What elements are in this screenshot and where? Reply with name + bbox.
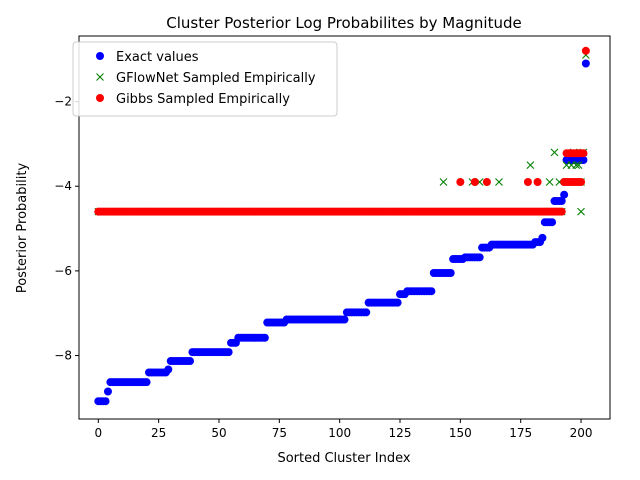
data-point (538, 233, 547, 242)
y-tick-label: −6 (54, 264, 72, 278)
legend-box (72, 41, 338, 117)
data-point (186, 357, 195, 366)
data-point (103, 387, 112, 396)
data-point (439, 178, 448, 186)
data-point (456, 178, 465, 187)
x-axis-label: Sorted Cluster Index (277, 451, 410, 466)
legend-marker (96, 94, 104, 102)
y-axis-label: Posterior Probability (15, 163, 30, 294)
data-point (495, 178, 503, 186)
data-point (362, 308, 371, 317)
legend-label: GFlowNet Sampled Empirically (116, 71, 316, 86)
data-point (224, 348, 233, 357)
data-point (533, 178, 542, 187)
legend-item: GFlowNet Sampled Empirically (96, 71, 316, 86)
data-point (581, 46, 590, 55)
y-tick-label: −8 (54, 349, 72, 363)
data-point (577, 207, 585, 216)
data-point (581, 59, 590, 68)
data-point (579, 149, 588, 158)
legend: Exact values GFlowNet Sampled Empirically… (72, 41, 338, 117)
x-tick-label: 25 (151, 426, 166, 440)
data-point (393, 298, 402, 307)
series-1 (94, 59, 590, 406)
x-tick-label: 50 (211, 426, 226, 440)
axes-frame (78, 35, 611, 420)
data-point (557, 207, 566, 216)
data-point (574, 161, 583, 169)
data-point (101, 397, 110, 406)
data-point (572, 161, 581, 169)
data-point (260, 333, 269, 342)
data-point (470, 178, 479, 187)
x-tick-label: 175 (509, 426, 532, 440)
data-point (577, 178, 586, 187)
data-point (475, 253, 484, 262)
x-tick-label: 100 (328, 426, 351, 440)
axis-ticks: 0 25 50 75 100 125 150 175 200 −8 −6 −4 −2 (54, 95, 592, 440)
data-point (427, 287, 436, 296)
x-tick-label: 200 (570, 426, 593, 440)
data-point (523, 178, 532, 187)
data-point (526, 161, 535, 169)
plot-area (94, 46, 590, 406)
chart-title: Cluster Posterior Log Probabilites by Ma… (166, 14, 522, 32)
x-tick-label: 150 (449, 426, 472, 440)
data-point (548, 218, 557, 227)
data-point (446, 268, 455, 277)
series-3 (94, 46, 590, 216)
legend-label: Gibbs Sampled Empirically (116, 92, 290, 107)
x-tick-label: 0 (94, 426, 102, 440)
data-point (557, 197, 566, 206)
data-point (545, 178, 554, 186)
data-point (142, 378, 151, 387)
legend-label: Exact values (116, 50, 199, 65)
y-tick-label: −2 (54, 95, 72, 109)
legend-marker (96, 52, 104, 60)
legend-item: Exact values (96, 50, 199, 65)
data-point (482, 178, 491, 187)
y-tick-label: −4 (54, 179, 72, 193)
x-tick-label: 75 (272, 426, 287, 440)
data-point (560, 190, 569, 199)
data-point (550, 148, 559, 157)
x-tick-label: 125 (389, 426, 412, 440)
data-point (340, 315, 349, 324)
legend-item: Gibbs Sampled Empirically (96, 92, 290, 107)
data-point (164, 365, 173, 374)
legend-marker (96, 73, 104, 81)
